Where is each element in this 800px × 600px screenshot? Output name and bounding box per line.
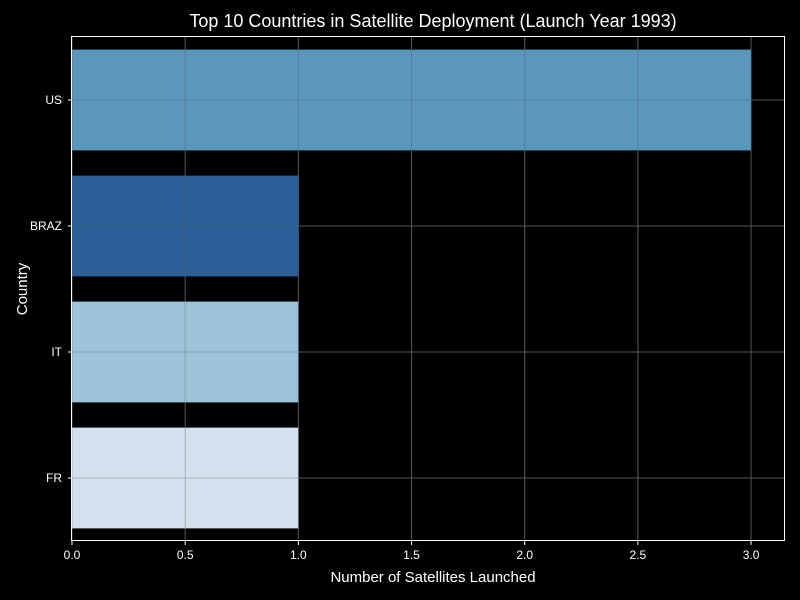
y-axis-label: Country — [14, 262, 31, 315]
bar-braz — [72, 175, 299, 277]
y-tick-label: US — [45, 93, 62, 107]
x-tick-label: 3.0 — [743, 548, 760, 562]
bars — [72, 49, 752, 529]
bar-fr — [72, 427, 299, 529]
chart-title: Top 10 Countries in Satellite Deployment… — [189, 11, 676, 31]
x-axis-label: Number of Satellites Launched — [330, 569, 535, 586]
y-tick-label: FR — [46, 471, 62, 485]
x-tick-label: 1.0 — [290, 548, 307, 562]
bar-it — [72, 301, 299, 403]
bar-us — [72, 49, 752, 151]
x-tick-label: 2.5 — [630, 548, 647, 562]
x-tick-label: 0.5 — [177, 548, 194, 562]
y-tick-label: BRAZ — [30, 219, 62, 233]
x-tick-label: 0.0 — [64, 548, 81, 562]
x-tick-label: 1.5 — [403, 548, 420, 562]
x-axis-ticks: 0.0 0.5 1.0 1.5 2.0 2.5 3.0 — [64, 541, 760, 562]
y-tick-label: IT — [51, 345, 62, 359]
plot-frame — [71, 36, 785, 541]
x-tick-label: 2.0 — [516, 548, 533, 562]
y-axis-ticks: US BRAZ IT FR — [30, 93, 72, 485]
